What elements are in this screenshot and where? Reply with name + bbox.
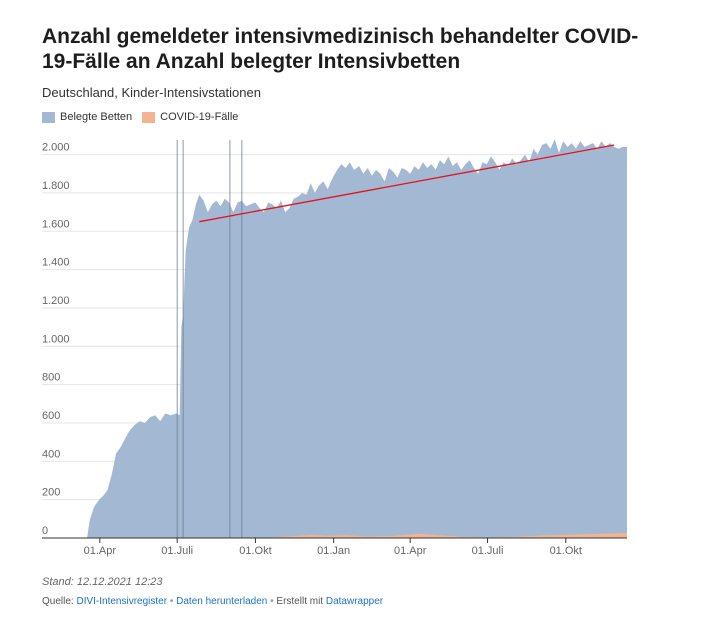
chart-svg: 0 200 400 600 800 1.000 1.200 1.400 1.600 1.800 2.… [42, 139, 628, 557]
y-tick-label: 1.800 [42, 180, 70, 192]
y-tick-label: 1.000 [42, 333, 70, 345]
legend-label-covid: COVID-19-Fälle [160, 111, 239, 123]
y-tick-label: 800 [42, 372, 60, 384]
x-tick-label: 01.Juli [161, 545, 193, 557]
legend-item-beds: Belegte Betten [42, 111, 132, 123]
chart-subtitle: Deutschland, Kinder-Intensivstationen [42, 85, 261, 100]
legend-swatch-beds [42, 111, 55, 123]
legend-swatch-covid [142, 111, 156, 123]
y-tick-label: 2.000 [42, 142, 70, 154]
trend-line [199, 144, 615, 223]
x-tick-label: 01.Jan [317, 545, 350, 557]
legend-item-covid: COVID-19-Fälle [142, 111, 238, 123]
source-line: Quelle: DIVI-Intensivregister • Daten he… [42, 596, 383, 607]
download-data-link[interactable]: Daten herunterladen [176, 596, 268, 607]
x-tick-label: 01.Apr [84, 545, 117, 557]
stand-date: Stand: 12.12.2021 12:23 [42, 576, 163, 588]
separator: • [270, 596, 274, 607]
y-tick-label: 1.600 [42, 218, 70, 230]
x-tick-label: 01.Okt [550, 545, 582, 557]
datawrapper-link[interactable]: Datawrapper [325, 596, 384, 607]
legend: Belegte Betten COVID-19-Fälle [42, 111, 248, 123]
x-tick-label: 01.Apr [394, 545, 427, 557]
area-series-beds [87, 139, 628, 538]
created-with-text: Erstellt mit [276, 596, 324, 607]
y-tick-label: 400 [42, 448, 60, 460]
source-link[interactable]: DIVI-Intensivregister [76, 596, 168, 607]
x-tick-label: 01.Okt [239, 545, 271, 557]
legend-label-beds: Belegte Betten [60, 111, 133, 123]
x-tick-label: 01.Juli [472, 545, 504, 557]
y-tick-label: 1.400 [42, 257, 70, 269]
chart-title: Anzahl gemeldeter intensivmedizinisch be… [42, 25, 639, 73]
y-tick-label: 600 [42, 410, 60, 422]
separator: • [169, 596, 174, 607]
y-tick-label: 200 [42, 487, 60, 499]
source-prefix: Quelle: [42, 596, 74, 607]
y-tick-label: 0 [42, 525, 48, 537]
y-tick-label: 1.200 [42, 295, 70, 307]
